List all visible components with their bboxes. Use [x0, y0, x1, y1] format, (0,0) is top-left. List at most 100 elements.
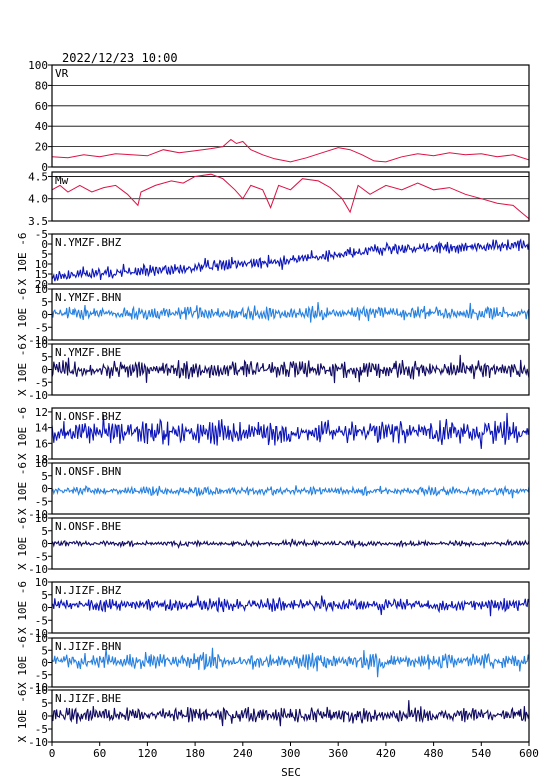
y-tick-label: 10: [35, 512, 48, 525]
y-tick-label: -5: [35, 321, 48, 334]
y-tick-label: 40: [35, 120, 48, 133]
y-tick-label: -10: [28, 389, 48, 402]
panel-label: Mw: [55, 174, 69, 187]
x-tick-label: 0: [49, 747, 56, 760]
y-tick-label: 10: [35, 576, 48, 589]
y-tick-label: 3.5: [28, 215, 48, 228]
y-tick-label: 4.0: [28, 193, 48, 206]
panel-label: N.ONSF.BHE: [55, 520, 121, 533]
series-line: [52, 173, 529, 220]
y-axis-unit-label: X 10E -6: [16, 581, 29, 634]
y-tick-label: 5: [41, 589, 48, 602]
panel-frame: [51, 233, 530, 285]
y-tick-label: 0: [41, 710, 48, 723]
panel-label: N.JIZF.BHE: [55, 692, 121, 705]
y-tick-label: 5: [41, 248, 48, 261]
y-axis-unit-label: X 10E -6: [16, 407, 29, 460]
y-tick-label: 0: [41, 602, 48, 615]
y-tick-label: 18: [35, 453, 48, 466]
series-line: [52, 412, 529, 449]
y-tick-label: -10: [28, 681, 48, 694]
y-axis-unit-label: X 10E -6: [16, 343, 29, 396]
series-line: [52, 700, 529, 727]
x-tick-label: 480: [424, 747, 444, 760]
y-axis-unit-label: X 10E -6: [16, 462, 29, 515]
y-tick-label: 16: [35, 437, 48, 450]
y-tick-label: -10: [28, 563, 48, 576]
y-tick-label: 5: [41, 470, 48, 483]
y-tick-label: 0: [41, 483, 48, 496]
panel-frame: [51, 343, 530, 396]
y-tick-label: -5: [35, 495, 48, 508]
x-tick-label: 180: [185, 747, 205, 760]
panel-frame: [51, 64, 530, 168]
y-tick-label: 0: [41, 538, 48, 551]
x-tick-label: 240: [233, 747, 253, 760]
y-tick-label: -5: [35, 376, 48, 389]
x-tick-label: 540: [471, 747, 491, 760]
panel-label: N.JIZF.BHN: [55, 640, 121, 653]
y-tick-label: 80: [35, 79, 48, 92]
y-tick-label: 5: [41, 525, 48, 538]
y-tick-label: 10: [35, 684, 48, 697]
panel-n-onsf-bhz: 12 14 16 18 X 10E -6 N.ONSF.BHZ: [16, 406, 530, 466]
series-line: [52, 238, 529, 282]
panel-frame: [51, 517, 530, 570]
y-tick-label: 5: [41, 296, 48, 309]
panel-frame: [51, 171, 530, 222]
x-tick-label: 300: [281, 747, 301, 760]
x-tick-label: 120: [137, 747, 157, 760]
panel-frame: [51, 288, 530, 341]
x-tick-label: 60: [93, 747, 106, 760]
panel-label: N.ONSF.BHN: [55, 465, 121, 478]
y-tick-label: -5: [35, 669, 48, 682]
y-tick-label: -5: [35, 723, 48, 736]
x-tick-label: 600: [519, 747, 539, 760]
y-tick-label: 0: [41, 238, 48, 251]
x-axis: 0 60 120 180 240 300 360 420 480 540 600: [49, 742, 539, 760]
y-tick-label: 0: [41, 161, 48, 174]
y-tick-label: 5: [41, 351, 48, 364]
series-line: [52, 354, 529, 384]
y-axis-unit-label: X 10E -6: [16, 517, 29, 570]
header-datetime: 2022/12/23 10:00: [62, 51, 178, 65]
y-tick-label: 10: [35, 632, 48, 645]
series-line: [52, 595, 529, 617]
series-line: [52, 484, 529, 499]
y-tick-label: 100: [28, 59, 48, 72]
y-tick-label: 10: [35, 283, 48, 296]
y-tick-label: 0: [41, 309, 48, 322]
y-tick-label: -10: [28, 736, 48, 749]
panel-label: N.ONSF.BHZ: [55, 410, 122, 423]
y-tick-label: 0: [41, 364, 48, 377]
y-tick-label: 20: [35, 141, 48, 154]
y-tick-label: 15: [35, 268, 48, 281]
series-line: [52, 138, 529, 163]
panel-vr: 100 80 60 40 20 0 VR: [28, 59, 530, 174]
series-line: [52, 647, 529, 678]
y-axis-unit-label: X 10E -6: [16, 690, 29, 743]
y-tick-label: 60: [35, 100, 48, 113]
y-axis-unit-label: X 10E -6: [16, 233, 29, 286]
panel-label: N.YMZF.BHE: [55, 346, 121, 359]
y-tick-label: 5: [41, 644, 48, 657]
panel-mw: 4.5 4.0 3.5 Mw: [28, 170, 530, 228]
y-tick-label: -10: [28, 334, 48, 347]
y-tick-label: -5: [35, 228, 48, 241]
series-line: [52, 302, 529, 323]
y-tick-label: 14: [35, 422, 49, 435]
y-tick-label: 4.5: [28, 170, 48, 183]
panel-label: N.JIZF.BHZ: [55, 584, 122, 597]
y-tick-label: -10: [28, 627, 48, 640]
panel-frame: [51, 637, 530, 688]
x-axis-label: SEC: [281, 766, 301, 779]
